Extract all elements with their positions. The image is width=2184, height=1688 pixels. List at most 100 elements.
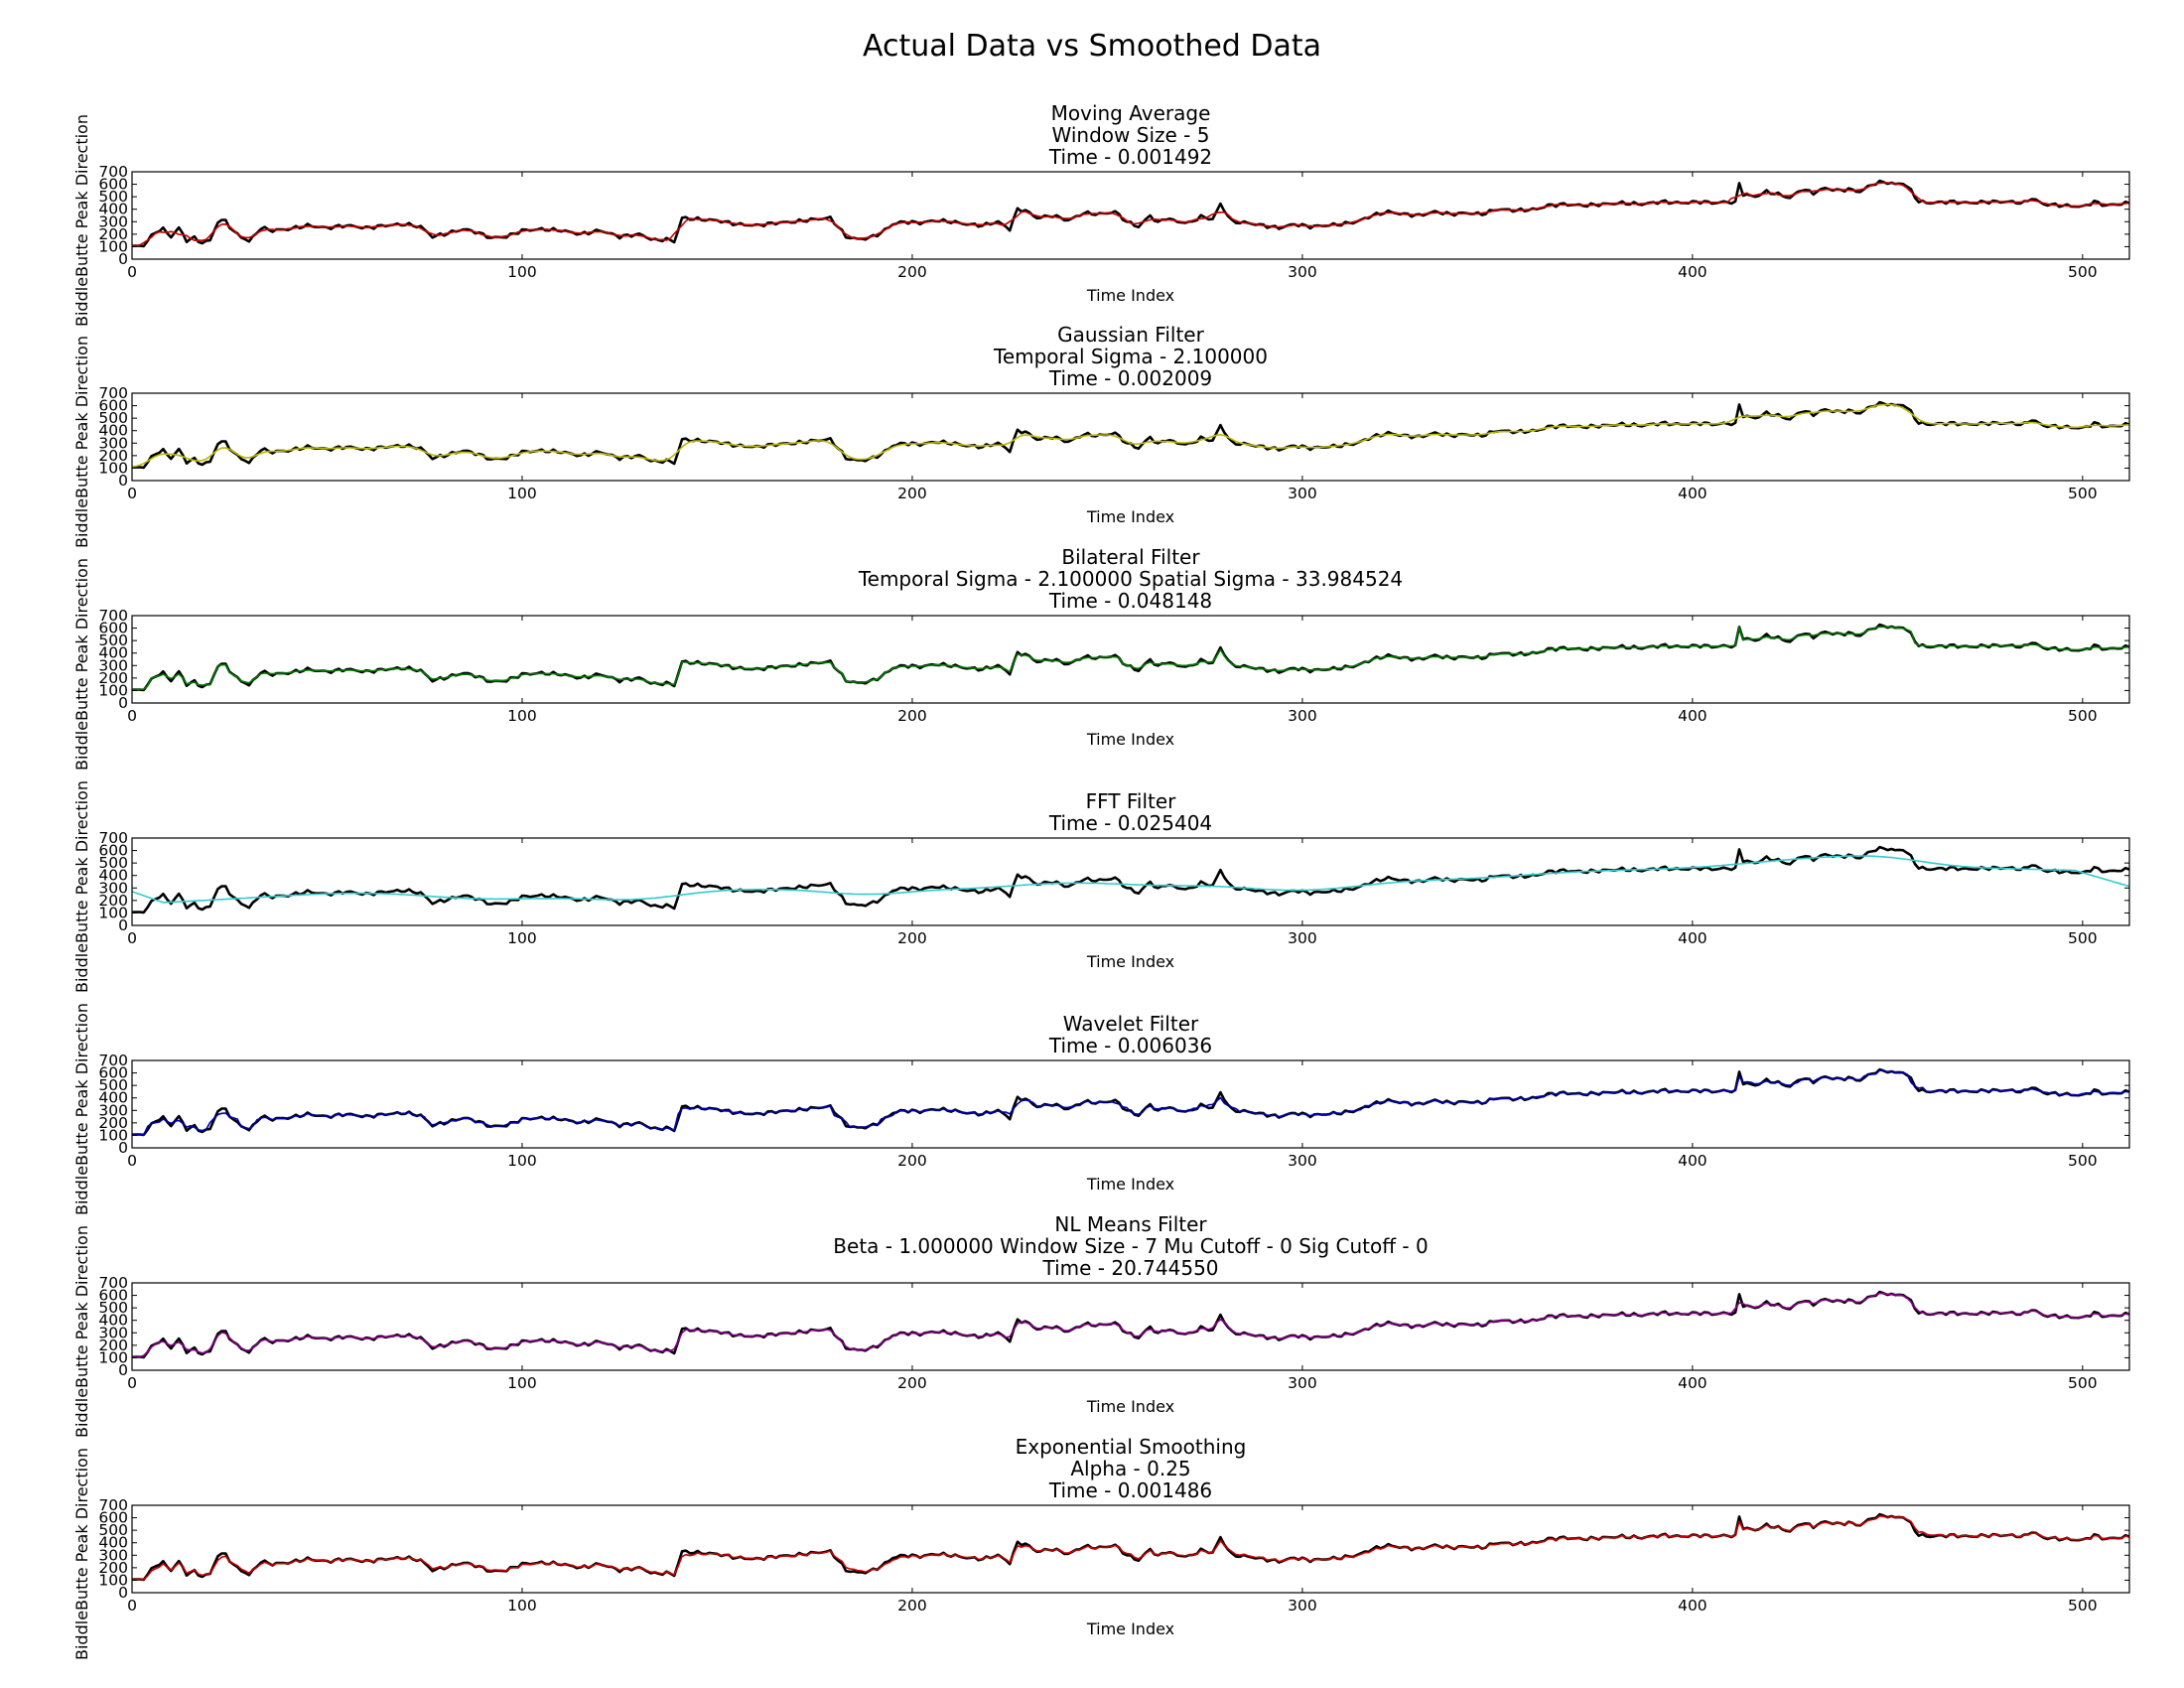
subplot-title-line: Window Size - 5 xyxy=(1052,123,1210,147)
y-tick-label: 100 xyxy=(98,681,128,699)
y-tick-label: 700 xyxy=(98,384,128,402)
axes-frame xyxy=(131,837,2130,926)
y-tick-label: 300 xyxy=(98,1546,128,1564)
y-tick-label: 0 xyxy=(118,1139,128,1157)
figure-title: Actual Data vs Smoothed Data xyxy=(863,29,1321,64)
y-tick-label: 400 xyxy=(98,1534,128,1552)
y-tick-label: 500 xyxy=(98,188,128,206)
x-tick-label: 0 xyxy=(127,1597,137,1615)
x-tick-label: 0 xyxy=(127,485,137,502)
y-tick-label: 700 xyxy=(98,1496,128,1514)
y-tick-label: 400 xyxy=(98,422,128,440)
x-tick-label: 500 xyxy=(2068,1597,2098,1615)
x-tick-label: 500 xyxy=(2068,707,2098,725)
x-tick-label: 500 xyxy=(2068,929,2098,947)
x-tick-label: 0 xyxy=(127,263,137,281)
y-tick-label: 100 xyxy=(98,1126,128,1144)
x-tick-label: 300 xyxy=(1288,263,1317,281)
subplot-title-line: Moving Average xyxy=(1051,101,1211,125)
y-tick-label: 500 xyxy=(98,632,128,649)
x-tick-label: 300 xyxy=(1288,707,1317,725)
x-tick-label: 100 xyxy=(507,929,537,947)
y-tick-label: 400 xyxy=(98,201,128,218)
x-tick-label: 200 xyxy=(897,929,927,947)
subplot-title-line: Wavelet Filter xyxy=(1063,1012,1199,1036)
x-tick-label: 500 xyxy=(2068,1152,2098,1170)
subplot-title-line: Temporal Sigma - 2.100000 Spatial Sigma … xyxy=(858,567,1403,591)
y-tick-label: 500 xyxy=(98,854,128,872)
x-tick-label: 0 xyxy=(127,707,137,725)
y-tick-label: 200 xyxy=(98,225,128,243)
y-tick-label: 500 xyxy=(98,1076,128,1094)
y-tick-label: 700 xyxy=(98,829,128,847)
y-axis-label: BiddleButte Peak Direction xyxy=(72,1448,91,1660)
subplot-title-line: Bilateral Filter xyxy=(1061,545,1200,569)
y-tick-label: 100 xyxy=(98,1571,128,1589)
x-tick-label: 100 xyxy=(507,1152,537,1170)
y-tick-label: 600 xyxy=(98,1509,128,1527)
axes-frame xyxy=(131,171,2130,260)
y-tick-label: 300 xyxy=(98,1101,128,1119)
subplot-title-line: NL Means Filter xyxy=(1054,1212,1207,1236)
x-axis-label: Time Index xyxy=(1086,730,1174,749)
y-tick-label: 500 xyxy=(98,1521,128,1539)
smoothed-data-line xyxy=(132,403,2129,468)
x-tick-label: 200 xyxy=(897,707,927,725)
smoothed-data-line xyxy=(132,1515,2129,1581)
x-axis-label: Time Index xyxy=(1086,1175,1174,1194)
x-tick-label: 500 xyxy=(2068,1374,2098,1392)
x-tick-label: 200 xyxy=(897,263,927,281)
y-tick-label: 0 xyxy=(118,916,128,934)
smoothed-data-line xyxy=(132,855,2129,904)
y-tick-label: 100 xyxy=(98,904,128,921)
x-tick-label: 300 xyxy=(1288,1597,1317,1615)
axes-frame xyxy=(131,615,2130,704)
y-tick-label: 200 xyxy=(98,892,128,910)
x-tick-label: 100 xyxy=(507,707,537,725)
x-axis-label: Time Index xyxy=(1086,286,1174,305)
smoothed-data-line xyxy=(132,1292,2129,1358)
x-tick-label: 200 xyxy=(897,1597,927,1615)
subplot-title-line: Time - 0.001492 xyxy=(1048,145,1212,169)
y-tick-label: 600 xyxy=(98,842,128,860)
y-tick-label: 0 xyxy=(118,1584,128,1602)
x-tick-label: 500 xyxy=(2068,485,2098,502)
subplot-title-line: Exponential Smoothing xyxy=(1016,1435,1247,1459)
subplot-title-line: Gaussian Filter xyxy=(1057,323,1204,347)
x-tick-label: 0 xyxy=(127,1152,137,1170)
x-tick-label: 100 xyxy=(507,263,537,281)
x-tick-label: 200 xyxy=(897,1374,927,1392)
axes-frame xyxy=(131,392,2130,482)
subplot-title-line: Time - 0.006036 xyxy=(1048,1034,1212,1057)
x-tick-label: 100 xyxy=(507,485,537,502)
y-tick-label: 500 xyxy=(98,1299,128,1317)
x-axis-label: Time Index xyxy=(1086,1397,1174,1416)
x-tick-label: 500 xyxy=(2068,263,2098,281)
y-axis-label: BiddleButte Peak Direction xyxy=(72,1225,91,1438)
subplot-title-line: Temporal Sigma - 2.100000 xyxy=(993,345,1268,368)
y-tick-label: 300 xyxy=(98,212,128,230)
actual-data-line xyxy=(132,179,2129,248)
x-tick-label: 400 xyxy=(1678,263,1707,281)
x-tick-label: 400 xyxy=(1678,1152,1707,1170)
smoothed-data-line xyxy=(132,182,2129,247)
subplot-title-line: Time - 0.048148 xyxy=(1048,589,1212,613)
x-axis-label: Time Index xyxy=(1086,507,1174,526)
x-tick-label: 200 xyxy=(897,1152,927,1170)
y-tick-label: 700 xyxy=(98,1274,128,1292)
x-tick-label: 400 xyxy=(1678,707,1707,725)
x-tick-label: 300 xyxy=(1288,1374,1317,1392)
y-axis-label: BiddleButte Peak Direction xyxy=(72,336,91,548)
x-tick-label: 100 xyxy=(507,1597,537,1615)
y-tick-label: 400 xyxy=(98,644,128,662)
x-tick-label: 400 xyxy=(1678,1374,1707,1392)
x-tick-label: 100 xyxy=(507,1374,537,1392)
x-tick-label: 300 xyxy=(1288,485,1317,502)
x-axis-label: Time Index xyxy=(1086,1619,1174,1638)
y-tick-label: 200 xyxy=(98,1114,128,1132)
y-tick-label: 300 xyxy=(98,656,128,674)
